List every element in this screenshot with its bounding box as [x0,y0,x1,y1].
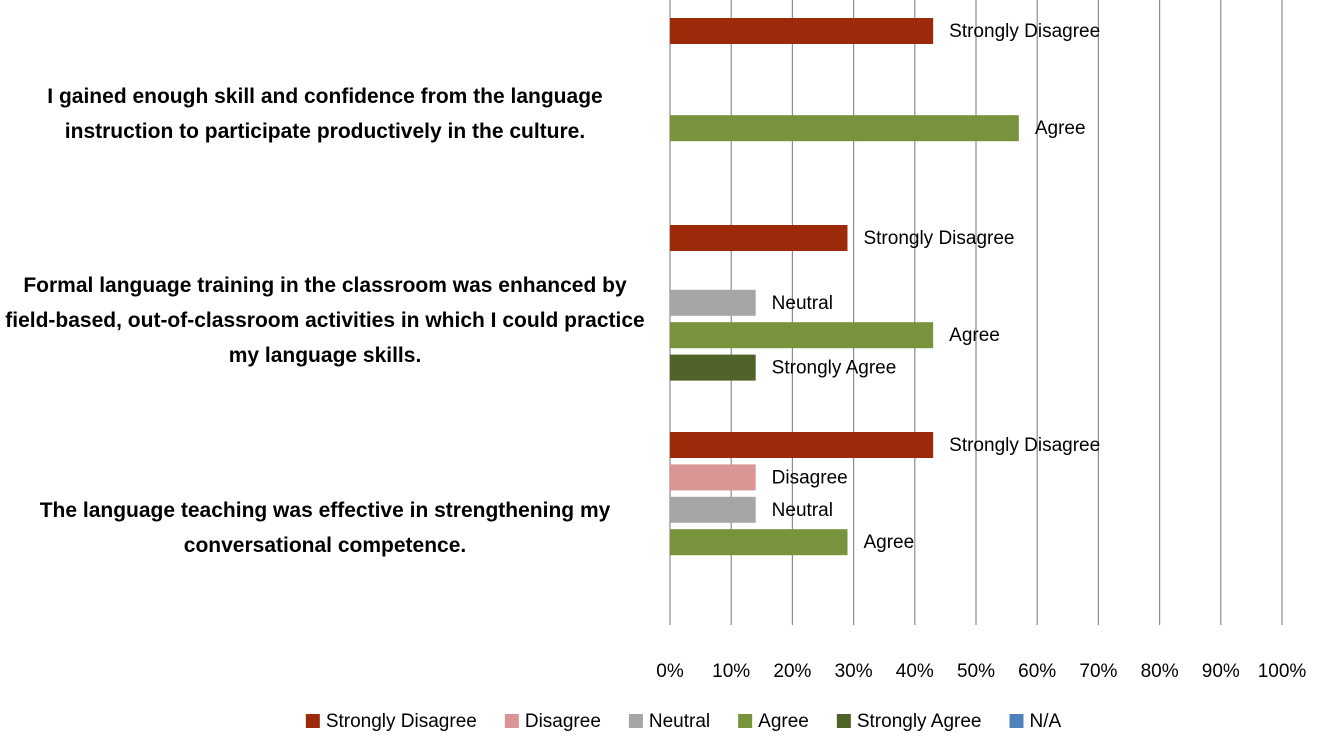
category-label: The language teaching was effective in s… [39,498,611,557]
data-label: Disagree [772,467,848,488]
legend-swatch [628,714,643,728]
x-tick-label: 60% [1018,661,1056,682]
legend-swatch [305,714,320,728]
legend-label: N/A [1029,711,1061,732]
legend-label: Strongly Agree [857,711,982,732]
data-label: Neutral [772,500,833,521]
category-label: I gained enough skill and confidence fro… [47,84,603,143]
x-tick-label: 0% [656,661,684,682]
data-label: Neutral [772,293,833,314]
bar [670,289,756,316]
x-tick-label: 20% [773,661,811,682]
legend-label: Neutral [649,711,710,732]
x-tick-label: 10% [712,661,750,682]
bar [670,354,756,381]
data-label: Agree [949,325,1000,346]
legend-swatch [836,714,851,728]
bar [670,432,934,458]
data-label: Strongly Disagree [949,21,1100,42]
legend-swatch [1009,714,1024,728]
bar [670,115,1019,142]
bar [670,322,934,349]
x-tick-label: 100% [1258,661,1307,682]
data-label: Agree [863,532,914,553]
bar [670,225,848,251]
legend-label: Strongly Disagree [326,711,477,732]
data-label: Strongly Disagree [949,435,1100,456]
legend-label: Disagree [525,711,601,732]
legend-swatch [738,714,753,728]
bar [670,18,934,44]
x-tick-label: 30% [835,661,873,682]
legend-label: Agree [758,711,809,732]
bar [670,496,756,523]
data-label: Strongly Disagree [863,228,1014,249]
x-tick-label: 80% [1141,661,1179,682]
x-tick-label: 40% [896,661,934,682]
category-label: Formal language training in the classroo… [5,274,645,367]
data-label: Agree [1035,118,1086,139]
x-tick-label: 70% [1079,661,1117,682]
legend-swatch [504,714,519,728]
bar [670,464,756,491]
x-tick-label: 90% [1202,661,1240,682]
bar [670,529,848,556]
x-tick-label: 50% [957,661,995,682]
data-label: Strongly Agree [772,358,897,379]
